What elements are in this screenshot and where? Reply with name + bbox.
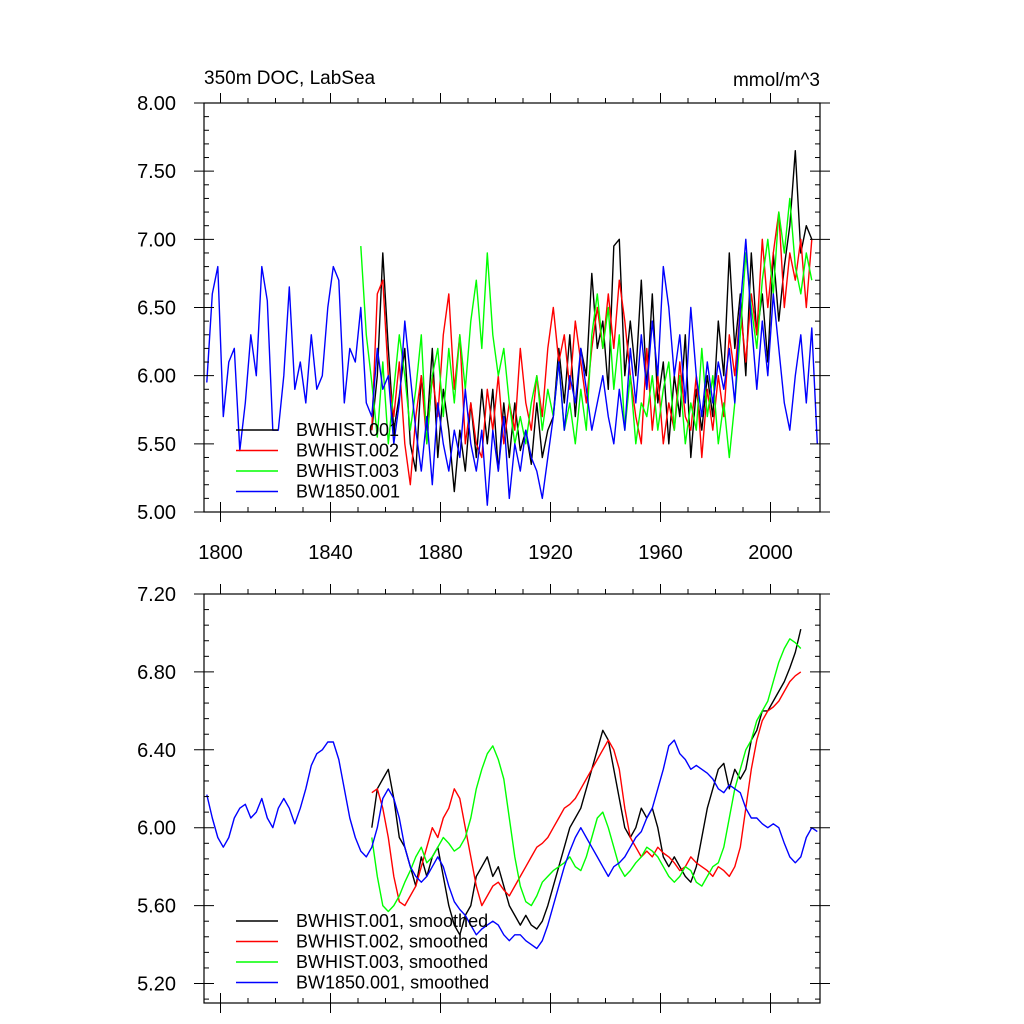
x-tick-label: 1920	[528, 542, 573, 564]
series-line-3	[206, 739, 818, 950]
tick-group: 1800 1840 1880 1920 1960 2000 5.00 5.50 6.00 6.50…	[137, 93, 830, 564]
series-line-3	[206, 238, 818, 506]
legend-label: BWHIST.002	[296, 441, 399, 461]
series-line-0	[371, 628, 802, 936]
y-tick-label: 5.60	[137, 896, 176, 918]
x-tick-label: 2000	[748, 542, 793, 564]
y-tick-label: 5.00	[137, 502, 176, 524]
panel-title-left: 350m DOC, LabSea	[204, 68, 376, 89]
y-tick-label: 7.00	[137, 229, 176, 251]
x-tick-label: 1880	[418, 542, 463, 564]
y-tick-label: 7.20	[137, 584, 176, 606]
y-tick-label: 6.50	[137, 298, 176, 320]
legend-label: BWHIST.001, smoothed	[296, 911, 488, 931]
plot-frame	[203, 593, 821, 1004]
y-tick-label: 5.50	[137, 434, 176, 456]
x-tick-label: 1800	[198, 542, 243, 564]
legend-label: BW1850.001, smoothed	[296, 973, 489, 993]
series-group	[206, 628, 818, 950]
series-line-2	[371, 638, 802, 913]
y-tick-label: 5.20	[137, 974, 176, 996]
x-tick-label: 1960	[638, 542, 683, 564]
y-tick-label: 6.80	[137, 662, 176, 684]
raw-panel: 350m DOC, LabSea mmol/m^3 1800 1840 1880 19…	[137, 68, 830, 564]
y-tick-label: 6.40	[137, 740, 176, 762]
smoothed-panel: 5.20 5.60 6.00 6.40 6.80 7.20 BWHIST.001, smo…	[137, 584, 830, 1013]
series-group	[206, 150, 818, 506]
legend-label: BWHIST.003	[296, 461, 399, 481]
x-tick-label: 1840	[308, 542, 353, 564]
legend-label: BW1850.001	[296, 482, 400, 502]
y-tick-label: 6.00	[137, 818, 176, 840]
legend-label: BWHIST.002, smoothed	[296, 932, 488, 952]
y-tick-label: 6.00	[137, 366, 176, 388]
series-line-0	[371, 150, 813, 493]
legend-label: BWHIST.001	[296, 420, 399, 440]
tick-group: 5.20 5.60 6.00 6.40 6.80 7.20	[137, 584, 830, 1013]
series-line-1	[371, 671, 802, 907]
units-label: mmol/m^3	[733, 70, 820, 91]
legend-label: BWHIST.003, smoothed	[296, 952, 488, 972]
plot-frame	[203, 102, 821, 513]
y-tick-label: 7.50	[137, 161, 176, 183]
y-tick-label: 8.00	[137, 93, 176, 115]
